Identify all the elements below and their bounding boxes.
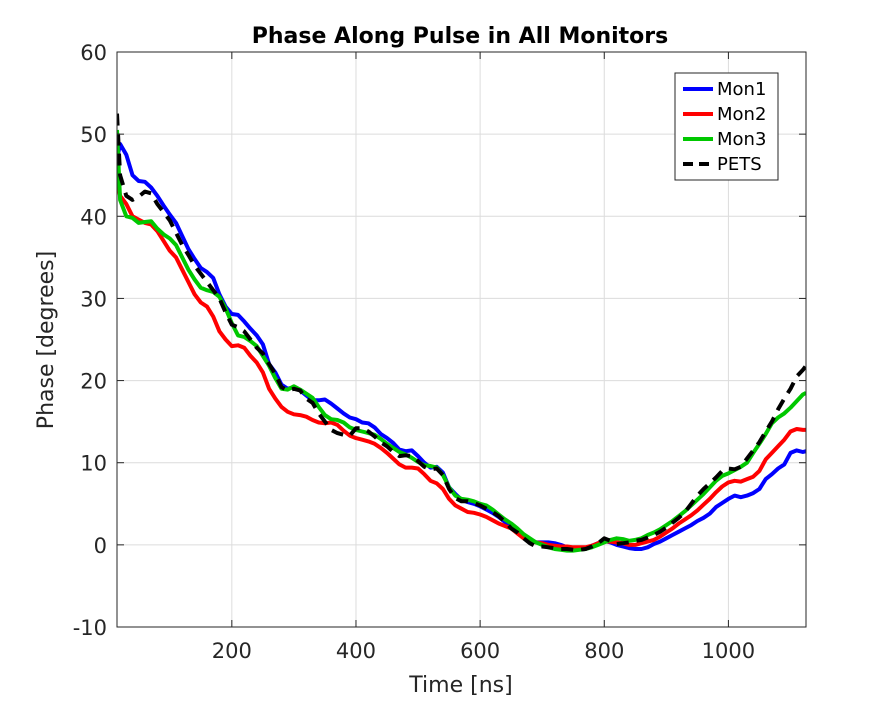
series-line-mon2 <box>117 178 806 550</box>
y-tick-label: 10 <box>80 452 107 476</box>
legend: Mon1 Mon2 Mon3 PETS <box>674 72 779 181</box>
y-tick-label: 0 <box>94 534 107 558</box>
legend-label-pets: PETS <box>717 154 762 175</box>
legend-label-mon3: Mon3 <box>717 129 766 150</box>
y-axis-label: Phase [degrees] <box>34 251 59 429</box>
plot-frame <box>116 51 807 628</box>
legend-label-mon1: Mon1 <box>717 79 766 100</box>
ticks: 200 400 600 800 1000 -10 0 10 20 30 40 50 60 <box>73 41 806 663</box>
y-tick-label: 30 <box>80 287 107 311</box>
series-layer <box>117 113 806 553</box>
chart-title: Phase Along Pulse in All Monitors <box>252 24 668 49</box>
x-tick-label: 800 <box>584 639 624 663</box>
y-tick-label: 50 <box>80 123 107 147</box>
series-line-pets <box>117 113 806 552</box>
y-tick-label: 40 <box>80 205 107 229</box>
x-tick-label: 1000 <box>702 639 755 663</box>
x-axis-label: Time [ns] <box>408 673 512 698</box>
x-tick-label: 200 <box>212 639 252 663</box>
x-tick-label: 600 <box>460 639 500 663</box>
x-tick-label: 400 <box>336 639 376 663</box>
legend-label-mon2: Mon2 <box>717 104 766 125</box>
y-tick-label: 20 <box>80 370 107 394</box>
y-tick-label: -10 <box>73 616 107 640</box>
y-tick-label: 60 <box>80 41 107 65</box>
